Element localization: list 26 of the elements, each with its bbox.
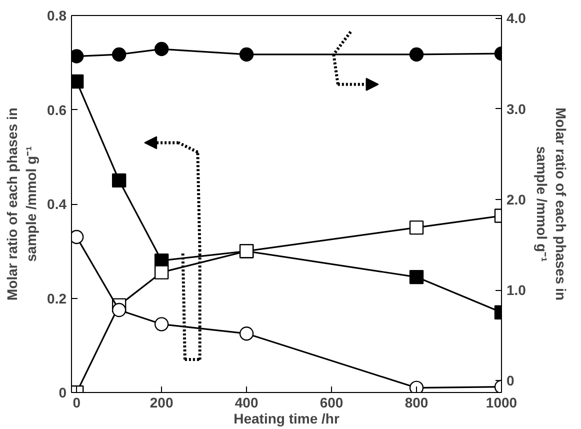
x-tick-label: 600 [320,394,344,410]
point [239,47,254,62]
x-tick-label: 200 [150,394,174,410]
y2-tick-label: 1.0 [506,282,526,298]
y2-tick-label: 0 [506,372,514,389]
point [154,265,169,280]
x-tick-label: 1000 [486,394,518,410]
x-tick-label: 0 [72,394,81,410]
y-tick-label: 0 [58,384,67,400]
point [112,47,126,62]
y-tick-label: 0.4 [47,196,67,212]
point [239,326,254,341]
x-tick-label: 800 [404,394,428,410]
x-tick-label: 400 [234,394,258,410]
x-axis-title: Heating time /hr [234,410,340,426]
point [112,302,126,318]
y2-tick-label: 4.0 [506,10,526,26]
y2-tick-label: 2.0 [506,191,526,208]
point [154,42,169,56]
y2-axis-title: Molar ratio of each phases in sample /mmol g⁻¹ [534,108,570,300]
y2-tick-label: 3.0 [506,100,526,117]
y-axis-title: Molar ratio of each phases in sample /mmol g⁻¹ [4,108,40,300]
point [112,173,126,188]
y-tick-label: 0.2 [47,290,67,306]
y-tick-label: 0.6 [47,102,67,118]
y-tick-label: 0.8 [47,8,67,24]
